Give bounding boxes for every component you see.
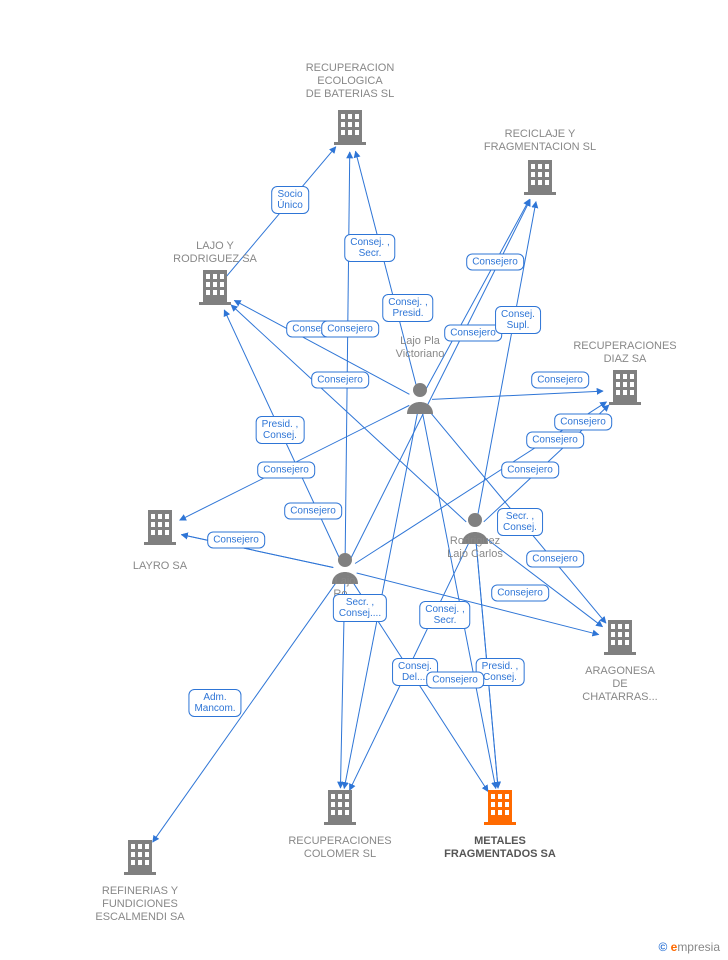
company-node-icon[interactable] [604, 620, 636, 655]
company-node-icon[interactable] [524, 160, 556, 195]
edge-line [477, 202, 536, 519]
copyright-line: © empresia [658, 940, 720, 954]
edge-line [422, 412, 495, 789]
edge-line [485, 537, 603, 626]
edge-line [356, 151, 417, 388]
company-node-icon[interactable] [324, 790, 356, 825]
person-node-icon[interactable] [407, 383, 433, 414]
edge-line [345, 152, 350, 558]
edge-line [426, 199, 530, 389]
edge-line [223, 147, 336, 281]
person-node-icon[interactable] [332, 553, 358, 584]
edge-line [428, 409, 606, 623]
edge-line [180, 405, 410, 520]
edge-line [352, 580, 489, 791]
person-node-icon[interactable] [462, 513, 488, 544]
edge-line [182, 535, 334, 568]
graph-canvas [0, 0, 728, 960]
edge-line [344, 412, 417, 789]
edge-line [476, 542, 498, 788]
company-node-icon[interactable] [484, 790, 516, 825]
copyright-symbol: © [658, 940, 667, 954]
edge-line [153, 580, 338, 842]
company-node-icon[interactable] [609, 370, 641, 405]
brand-rest: mpresia [677, 940, 720, 954]
edge-line [350, 541, 470, 790]
edge-line [234, 300, 409, 394]
company-node-icon[interactable] [144, 510, 176, 545]
edge-line [357, 573, 599, 635]
edge-line [484, 405, 609, 522]
company-node-icon[interactable] [124, 840, 156, 875]
company-node-icon[interactable] [199, 270, 231, 305]
edge-line [432, 391, 603, 399]
company-node-icon[interactable] [334, 110, 366, 145]
edge-line [340, 582, 344, 788]
